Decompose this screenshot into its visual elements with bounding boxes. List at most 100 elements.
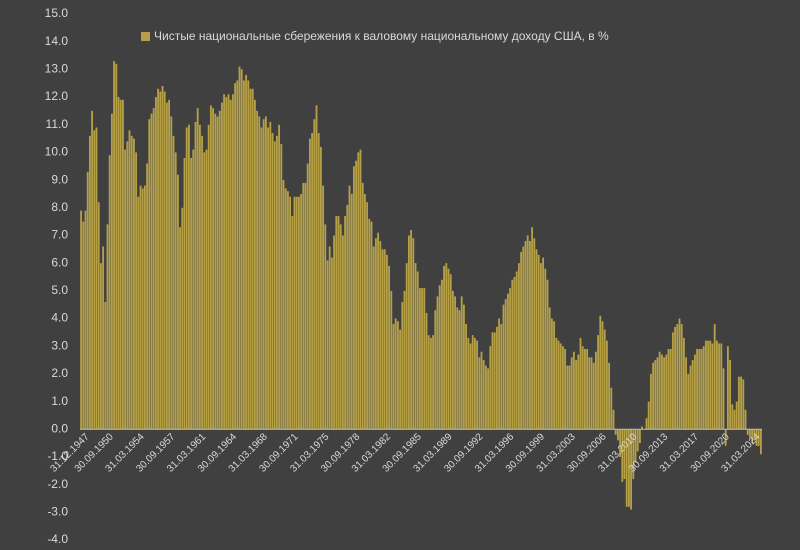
bar <box>240 69 243 430</box>
bar <box>372 246 375 430</box>
bar <box>341 235 344 430</box>
bar <box>566 365 569 430</box>
bar <box>707 340 710 430</box>
bar <box>403 290 406 430</box>
bar <box>436 296 439 430</box>
bar <box>104 301 107 430</box>
bar <box>242 80 245 430</box>
bar <box>102 246 105 430</box>
bar <box>390 290 393 430</box>
bar <box>350 193 353 430</box>
bar <box>381 249 384 430</box>
bar <box>137 196 140 430</box>
bar <box>542 257 545 430</box>
bar <box>555 337 558 430</box>
bar <box>139 185 142 430</box>
bar <box>269 121 272 430</box>
bar <box>220 102 223 430</box>
bar <box>724 429 727 446</box>
bar <box>693 354 696 430</box>
bar <box>300 193 303 430</box>
bar <box>289 196 292 430</box>
bar <box>759 429 762 455</box>
bar <box>590 357 593 430</box>
legend-label: Чистые национальные сбережения к валовом… <box>154 29 609 43</box>
bar <box>467 337 470 430</box>
bar <box>755 429 758 446</box>
bar <box>733 409 736 430</box>
bar <box>84 210 87 430</box>
bar <box>253 99 256 430</box>
bar <box>407 235 410 430</box>
bar <box>652 362 655 430</box>
bar <box>438 285 441 430</box>
bar <box>115 63 118 430</box>
bar <box>682 337 685 430</box>
bar <box>645 418 648 430</box>
bar <box>212 108 215 430</box>
bar <box>658 351 661 430</box>
bar <box>696 348 699 430</box>
bar <box>150 113 153 430</box>
bar <box>267 127 270 430</box>
bar <box>418 288 421 430</box>
bar <box>641 426 644 430</box>
bar <box>557 340 560 430</box>
bar <box>425 312 428 430</box>
bar <box>669 348 672 430</box>
bar <box>531 227 534 430</box>
bar <box>715 340 718 430</box>
y-tick-label: 10.0 <box>45 145 69 159</box>
y-tick-label: 0.0 <box>51 421 68 435</box>
bar <box>537 254 540 430</box>
bar <box>740 376 743 430</box>
bar <box>570 357 573 430</box>
bar <box>687 373 690 430</box>
bar <box>80 210 83 430</box>
bar <box>106 224 109 430</box>
bar <box>526 235 529 430</box>
bar <box>434 310 437 430</box>
bar <box>603 329 606 430</box>
bar <box>368 218 371 430</box>
bar <box>396 321 399 430</box>
bar <box>451 290 454 430</box>
bar <box>163 91 166 430</box>
bar <box>649 373 652 430</box>
y-tick-label: 3.0 <box>51 338 68 352</box>
bar <box>429 337 432 430</box>
bar <box>181 207 184 430</box>
bar <box>711 343 714 430</box>
bar <box>99 263 102 430</box>
bar <box>302 182 305 430</box>
bar <box>225 97 228 430</box>
bar <box>201 135 204 430</box>
bar <box>731 404 734 430</box>
bar <box>454 296 457 430</box>
bar <box>284 188 287 430</box>
bar <box>258 116 261 430</box>
bar <box>612 409 615 430</box>
bar <box>667 348 670 430</box>
bar <box>680 324 683 430</box>
bar <box>445 263 448 430</box>
bar <box>522 246 525 430</box>
bar <box>502 304 505 430</box>
bar <box>247 80 250 430</box>
bar <box>634 429 637 463</box>
bar <box>691 360 694 430</box>
bar <box>660 354 663 430</box>
bar <box>168 99 171 430</box>
bar <box>440 279 443 430</box>
bar <box>161 85 164 430</box>
bar <box>392 324 395 430</box>
bar <box>623 429 626 480</box>
bar <box>359 149 362 430</box>
bar <box>143 185 146 430</box>
bar <box>744 409 747 430</box>
bar <box>385 254 388 430</box>
bar <box>297 196 300 430</box>
bar <box>594 351 597 430</box>
bar <box>627 429 630 507</box>
